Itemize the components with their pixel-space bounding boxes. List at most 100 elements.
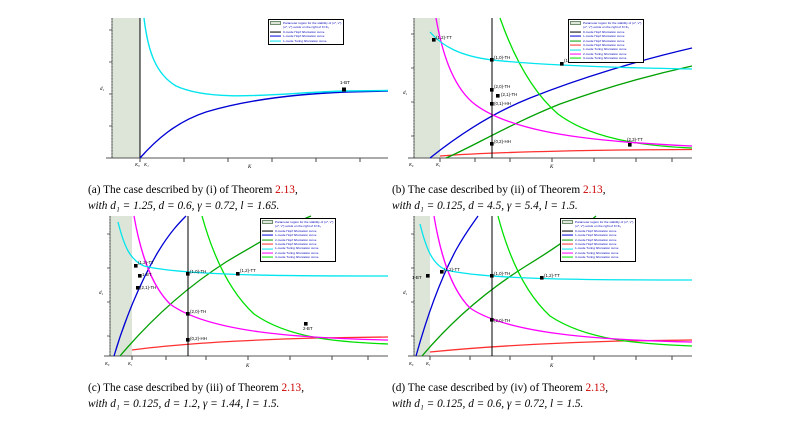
legend-swatch-curve: [262, 233, 273, 237]
caption-d-line2: with d₁ = 0.125, d = 0.6, γ = 0.72, l = …: [392, 397, 584, 410]
legend-swatch-curve: [570, 48, 581, 52]
point-label-b-6: (0,2)-HH: [494, 139, 511, 144]
legend-label-curve: 1-mode Hopf bifurcation curve: [583, 34, 625, 39]
legend-swatch-existence-dashed: [262, 225, 273, 229]
panel-b: (1,2)-TT (1,0)-TH (1,2)-TT (2,0)-TH (2,1…: [400, 12, 695, 180]
legend-label-curve: 0-mode Hopf bifurcation curve: [275, 228, 317, 233]
legend-label-curve: 3-mode Turing bifurcation curve: [575, 255, 619, 260]
point-labels-d: 1-BT (1,2)-TT (1,0)-TH (1,2)-TT (2,0)-TH: [412, 267, 560, 323]
legend-swatch-curve: [562, 233, 573, 237]
legend-label-curve: 2-mode Turing bifurcation curve: [583, 51, 627, 56]
legend-label-curve: 2-mode Hopf bifurcation curve: [575, 237, 617, 242]
legend-swatch-region: [262, 220, 273, 225]
legend-row-curve: 2-mode Hopf bifurcation curve: [562, 238, 633, 242]
legend-label-curve: 1-mode Turing bifurcation curve: [275, 246, 319, 251]
legend-row-curve: 2-mode Turing bifurcation curve: [570, 52, 641, 56]
legend-swatch-curve: [562, 242, 573, 246]
legend-swatch-curve: [570, 30, 581, 34]
legend-row-existence: (u*, v*) exists on the right of K=K₀: [562, 224, 633, 228]
legend-row-curve: 1-mode Hopf bifurcation curve: [270, 34, 341, 38]
legend-label-curve: 1-mode Turing bifurcation curve: [583, 47, 627, 52]
point-label-c-7: (0,2)-HH: [190, 336, 207, 341]
legend-label-curve: 1-mode Hopf bifurcation curve: [275, 233, 317, 238]
panel-d-plot: 1-BT (1,2)-TT (1,0)-TH (1,2)-TT (2,0)-TH…: [403, 215, 693, 369]
legend-label-curve: 0-mode Hopf bifurcation curve: [575, 228, 617, 233]
curve-2-mode-hopf-b: [445, 65, 693, 159]
curve-3-mode-hopf-d: [429, 339, 693, 353]
caption-a: (a) The case described by (i) of Theorem…: [88, 183, 384, 214]
legend-label-existence: (u*, v*) exists on the right of K=K₀: [275, 224, 322, 229]
x-ticks-a: [139, 158, 361, 162]
legend-swatch-existence-dashed: [270, 26, 281, 30]
legend-label-curve: 1-mode Turing bifurcation curve: [575, 246, 619, 251]
point-label-d-3: (1,2)-TT: [544, 273, 560, 278]
caption-d-ref: 2.13: [585, 382, 606, 394]
legend-swatch-region: [270, 21, 281, 26]
legend-row-curve: 3-mode Hopf bifurcation curve: [262, 242, 333, 246]
legend-row-curve: 1-mode Hopf bifurcation curve: [570, 34, 641, 38]
legend-label-curve: 0-mode Hopf bifurcation curve: [283, 29, 325, 34]
legend-swatch-curve: [262, 255, 273, 259]
caption-a-line1: (a) The case described by (i) of Theorem…: [88, 183, 384, 199]
stability-region-c: [110, 216, 132, 356]
curve-2-mode-turing-d: [433, 215, 693, 343]
legend-row-curve: 3-mode Turing bifurcation curve: [262, 255, 333, 259]
curve-3-mode-turing-d: [497, 215, 693, 347]
legend-swatch-curve: [570, 56, 581, 60]
curve-3-mode-hopf-c: [131, 336, 389, 351]
caption-d-post: ,: [605, 382, 609, 394]
x-ticks-c: [131, 356, 369, 360]
point-label-b-0: (1,2)-TT: [436, 35, 452, 40]
caption-d-pre: (d) The case described by (iv) of Theore…: [392, 382, 586, 394]
legend-swatch-curve: [262, 247, 273, 251]
legend-swatch-existence-dashed: [570, 26, 581, 30]
points-c: [134, 264, 308, 342]
caption-d-line1: (d) The case described by (iv) of Theore…: [392, 381, 688, 397]
legend-row-stability-region: Parameter region for the stability of (u…: [562, 220, 633, 225]
point-label-c-4: (1,2)-TT: [240, 268, 256, 273]
legend-row-curve: 1-mode Turing bifurcation curve: [562, 246, 633, 250]
legend-label-stability-region: Parameter region for the stability of (u…: [275, 220, 334, 224]
legend-label-curve: 1-mode Hopf bifurcation curve: [575, 233, 617, 238]
curve-1-mode-turing-c: [117, 221, 389, 277]
caption-d: (d) The case described by (iv) of Theore…: [392, 381, 688, 412]
legend-row-stability-region: Parameter region for the stability of (u…: [570, 21, 642, 26]
legend-label-existence: (u*, v*) exists on the right of K=K₀: [283, 25, 330, 30]
y-ticks-b: [411, 33, 414, 137]
legend-swatch-curve: [570, 34, 581, 38]
legend-label-curve: 3-mode Hopf bifurcation curve: [275, 241, 317, 246]
panel-a-plot: 1-BT K d₁ K₀ K₁: [100, 17, 389, 170]
legend-row-curve: 2-mode Hopf bifurcation curve: [570, 39, 641, 43]
legend-swatch-curve: [270, 39, 281, 43]
y-ticks-a: [109, 29, 112, 127]
point-1-bt-a: [342, 87, 346, 92]
legend-label-curve: 1-mode Turing bifurcation curve: [283, 38, 327, 43]
legend-row-curve: 1-mode Turing bifurcation curve: [270, 39, 341, 43]
legend-swatch-curve: [562, 229, 573, 233]
point-label-d-2: (1,0)-TH: [494, 271, 510, 276]
xtick-k1-b: K₁: [435, 162, 441, 167]
legend-swatch-region: [562, 220, 573, 225]
legend-swatch-curve: [570, 39, 581, 43]
stability-region-a: [112, 18, 140, 158]
legend-row-curve: 0-mode Hopf bifurcation curve: [262, 229, 333, 233]
legend-row-stability-region: Parameter region for the stability of (u…: [270, 21, 341, 26]
point-label-b-5: (0,1)-HH: [494, 101, 511, 106]
caption-a-line2: with d₁ = 1.25, d = 0.6, γ = 0.72, l = 1…: [88, 199, 280, 212]
legend-label-curve: 2-mode Hopf bifurcation curve: [275, 237, 317, 242]
caption-a-pre: (a) The case described by (i) of Theorem: [88, 184, 276, 196]
curve-2-mode-turing-b: [435, 17, 693, 147]
legend-label-curve: 2-mode Turing bifurcation curve: [575, 250, 619, 255]
x-axis-label-d: K: [549, 364, 554, 369]
curve-3-mode-hopf-b: [439, 148, 693, 157]
legend-b: Parameter region for the stability of (u…: [568, 19, 645, 63]
curve-1-mode-hopf-b: [429, 47, 693, 159]
legend-row-curve: 2-mode Turing bifurcation curve: [262, 251, 333, 255]
legend-swatch-curve: [570, 52, 581, 56]
legend-label-curve: 3-mode Turing bifurcation curve: [275, 255, 319, 260]
curve-1-mode-turing-b: [429, 31, 693, 70]
legend-label-stability-region: Parameter region for the stability of (u…: [583, 21, 642, 25]
curve-1-mode-hopf-c: [113, 215, 187, 357]
legend-label-existence: (u*, v*) exists on the right of K=K₀: [575, 224, 622, 229]
